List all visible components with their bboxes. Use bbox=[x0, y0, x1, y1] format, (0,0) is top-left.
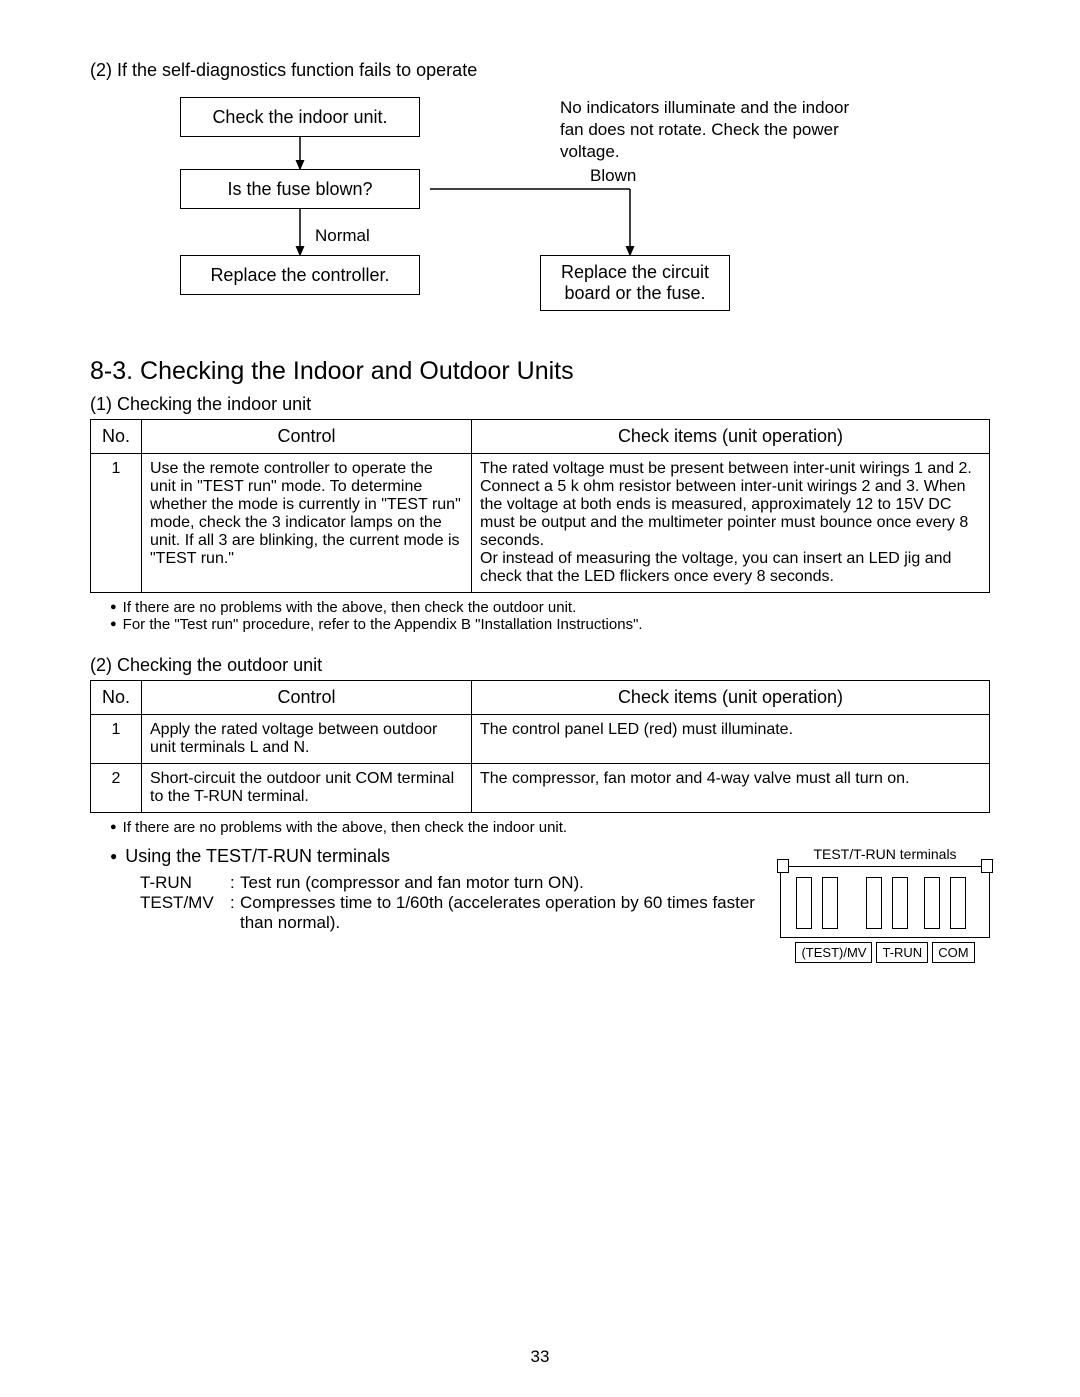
table-row: 1 Use the remote controller to operate t… bbox=[91, 454, 990, 593]
def-term: T-RUN bbox=[140, 873, 230, 893]
note: For the "Test run" procedure, refer to t… bbox=[110, 616, 990, 633]
def-term: TEST/MV bbox=[140, 893, 230, 933]
outdoor-notes: If there are no problems with the above,… bbox=[110, 819, 990, 836]
terminal-label: T-RUN bbox=[876, 942, 928, 963]
terminal-defs: T-RUN : Test run (compressor and fan mot… bbox=[140, 873, 780, 933]
outdoor-table: No. Control Check items (unit operation)… bbox=[90, 680, 990, 813]
flow-box-replace-board: Replace the circuit board or the fuse. bbox=[540, 255, 730, 311]
note: If there are no problems with the above,… bbox=[110, 599, 990, 616]
def-desc: Test run (compressor and fan motor turn … bbox=[240, 873, 584, 893]
table-row: 1 Apply the rated voltage between outdoo… bbox=[91, 715, 990, 764]
terminals-heading: Using the TEST/T-RUN terminals bbox=[110, 846, 780, 867]
cell-no: 1 bbox=[91, 715, 142, 764]
col-no: No. bbox=[91, 420, 142, 454]
cell-control: Short-circuit the outdoor unit COM termi… bbox=[142, 764, 472, 813]
indoor-heading: (1) Checking the indoor unit bbox=[90, 394, 990, 415]
page-number: 33 bbox=[0, 1347, 1080, 1367]
table-row: 2 Short-circuit the outdoor unit COM ter… bbox=[91, 764, 990, 813]
top-heading: (2) If the self-diagnostics function fai… bbox=[90, 60, 990, 81]
cell-check: The control panel LED (red) must illumin… bbox=[472, 715, 990, 764]
section-title: 8-3. Checking the Indoor and Outdoor Uni… bbox=[90, 357, 990, 386]
def-desc: Compresses time to 1/60th (accelerates o… bbox=[240, 893, 780, 933]
cell-no: 2 bbox=[91, 764, 142, 813]
flow-box-fuse: Is the fuse blown? bbox=[180, 169, 420, 209]
diagram-title: TEST/T-RUN terminals bbox=[780, 846, 990, 862]
cell-control: Apply the rated voltage between outdoor … bbox=[142, 715, 472, 764]
flow-label-normal: Normal bbox=[315, 225, 370, 247]
col-check: Check items (unit operation) bbox=[472, 681, 990, 715]
terminal-label: (TEST)/MV bbox=[795, 942, 872, 963]
flow-box-replace-controller: Replace the controller. bbox=[180, 255, 420, 295]
cell-control: Use the remote controller to operate the… bbox=[142, 454, 472, 593]
col-control: Control bbox=[142, 681, 472, 715]
col-check: Check items (unit operation) bbox=[472, 420, 990, 454]
outdoor-heading: (2) Checking the outdoor unit bbox=[90, 655, 990, 676]
cell-check: The compressor, fan motor and 4-way valv… bbox=[472, 764, 990, 813]
note: If there are no problems with the above,… bbox=[110, 819, 990, 836]
flow-label-blown: Blown bbox=[590, 165, 636, 187]
flowchart: Check the indoor unit. Is the fuse blown… bbox=[170, 97, 930, 317]
indoor-notes: If there are no problems with the above,… bbox=[110, 599, 990, 633]
terminal-label: COM bbox=[932, 942, 974, 963]
cell-no: 1 bbox=[91, 454, 142, 593]
cell-check: The rated voltage must be present betwee… bbox=[472, 454, 990, 593]
indoor-table: No. Control Check items (unit operation)… bbox=[90, 419, 990, 593]
terminal-diagram: TEST/T-RUN terminals (TEST)/MV T-RUN COM bbox=[780, 846, 990, 963]
flow-box-check-indoor: Check the indoor unit. bbox=[180, 97, 420, 137]
col-no: No. bbox=[91, 681, 142, 715]
flow-side-text: No indicators illuminate and the indoor … bbox=[560, 97, 860, 163]
col-control: Control bbox=[142, 420, 472, 454]
